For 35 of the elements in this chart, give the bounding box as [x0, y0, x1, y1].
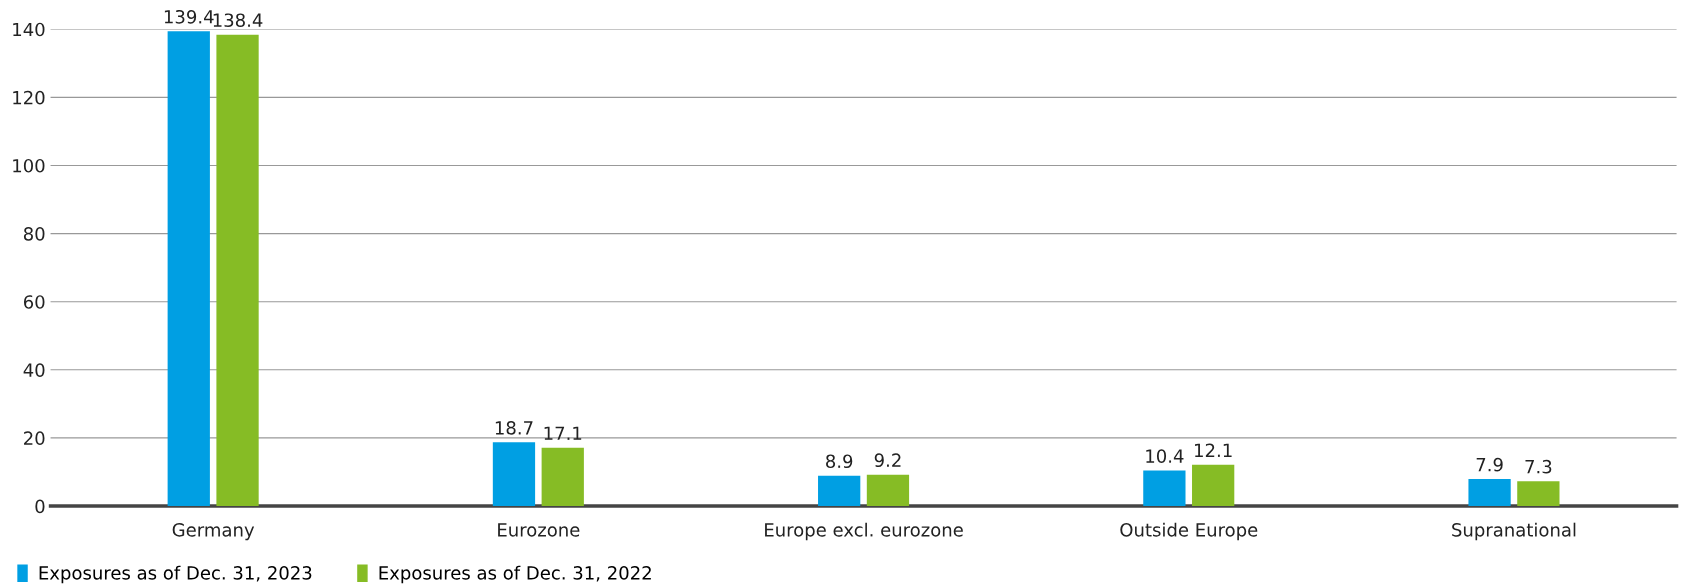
y-tick-label: 0: [35, 499, 45, 514]
data-label: 17.1: [544, 426, 582, 440]
y-tick-label: 140: [13, 22, 45, 37]
data-label: 8.9: [826, 454, 853, 469]
data-label: 18.7: [495, 421, 533, 435]
data-label: 138.4: [213, 13, 263, 28]
y-tick-label: 60: [23, 295, 45, 309]
x-tick-label: Eurozone: [498, 523, 580, 537]
bar: [1517, 481, 1560, 507]
legend-label: Exposures as of Dec. 31, 2023: [39, 565, 312, 584]
bar: [541, 447, 584, 507]
bar: [866, 474, 910, 507]
bar: [167, 31, 210, 507]
x-tick-label: Outside Europe: [1120, 522, 1258, 541]
legend-label: Exposures as of Dec. 31, 2022: [379, 565, 651, 584]
bar: [492, 442, 536, 507]
x-tick-label: Germany: [172, 523, 255, 541]
bar: [818, 475, 861, 507]
data-label: 10.4: [1146, 449, 1184, 463]
x-tick-label: Supranational: [1452, 522, 1576, 541]
data-label: 9.2: [874, 453, 901, 468]
data-label: 139.4: [164, 9, 214, 24]
y-tick-label: 40: [23, 363, 45, 377]
bar: [1192, 464, 1235, 507]
bar: [1468, 479, 1511, 507]
x-tick-label: Europe excl. eurozone: [765, 522, 963, 541]
bar: [1143, 470, 1186, 507]
y-tick-label: 20: [24, 431, 45, 446]
y-tick-label: 120: [13, 90, 45, 105]
data-label: 7.9: [1476, 457, 1503, 472]
y-tick-label: 100: [13, 158, 45, 173]
bar: [216, 34, 259, 507]
data-label: 7.3: [1525, 459, 1552, 474]
data-label: 12.1: [1195, 443, 1232, 457]
y-tick-label: 80: [23, 227, 45, 241]
